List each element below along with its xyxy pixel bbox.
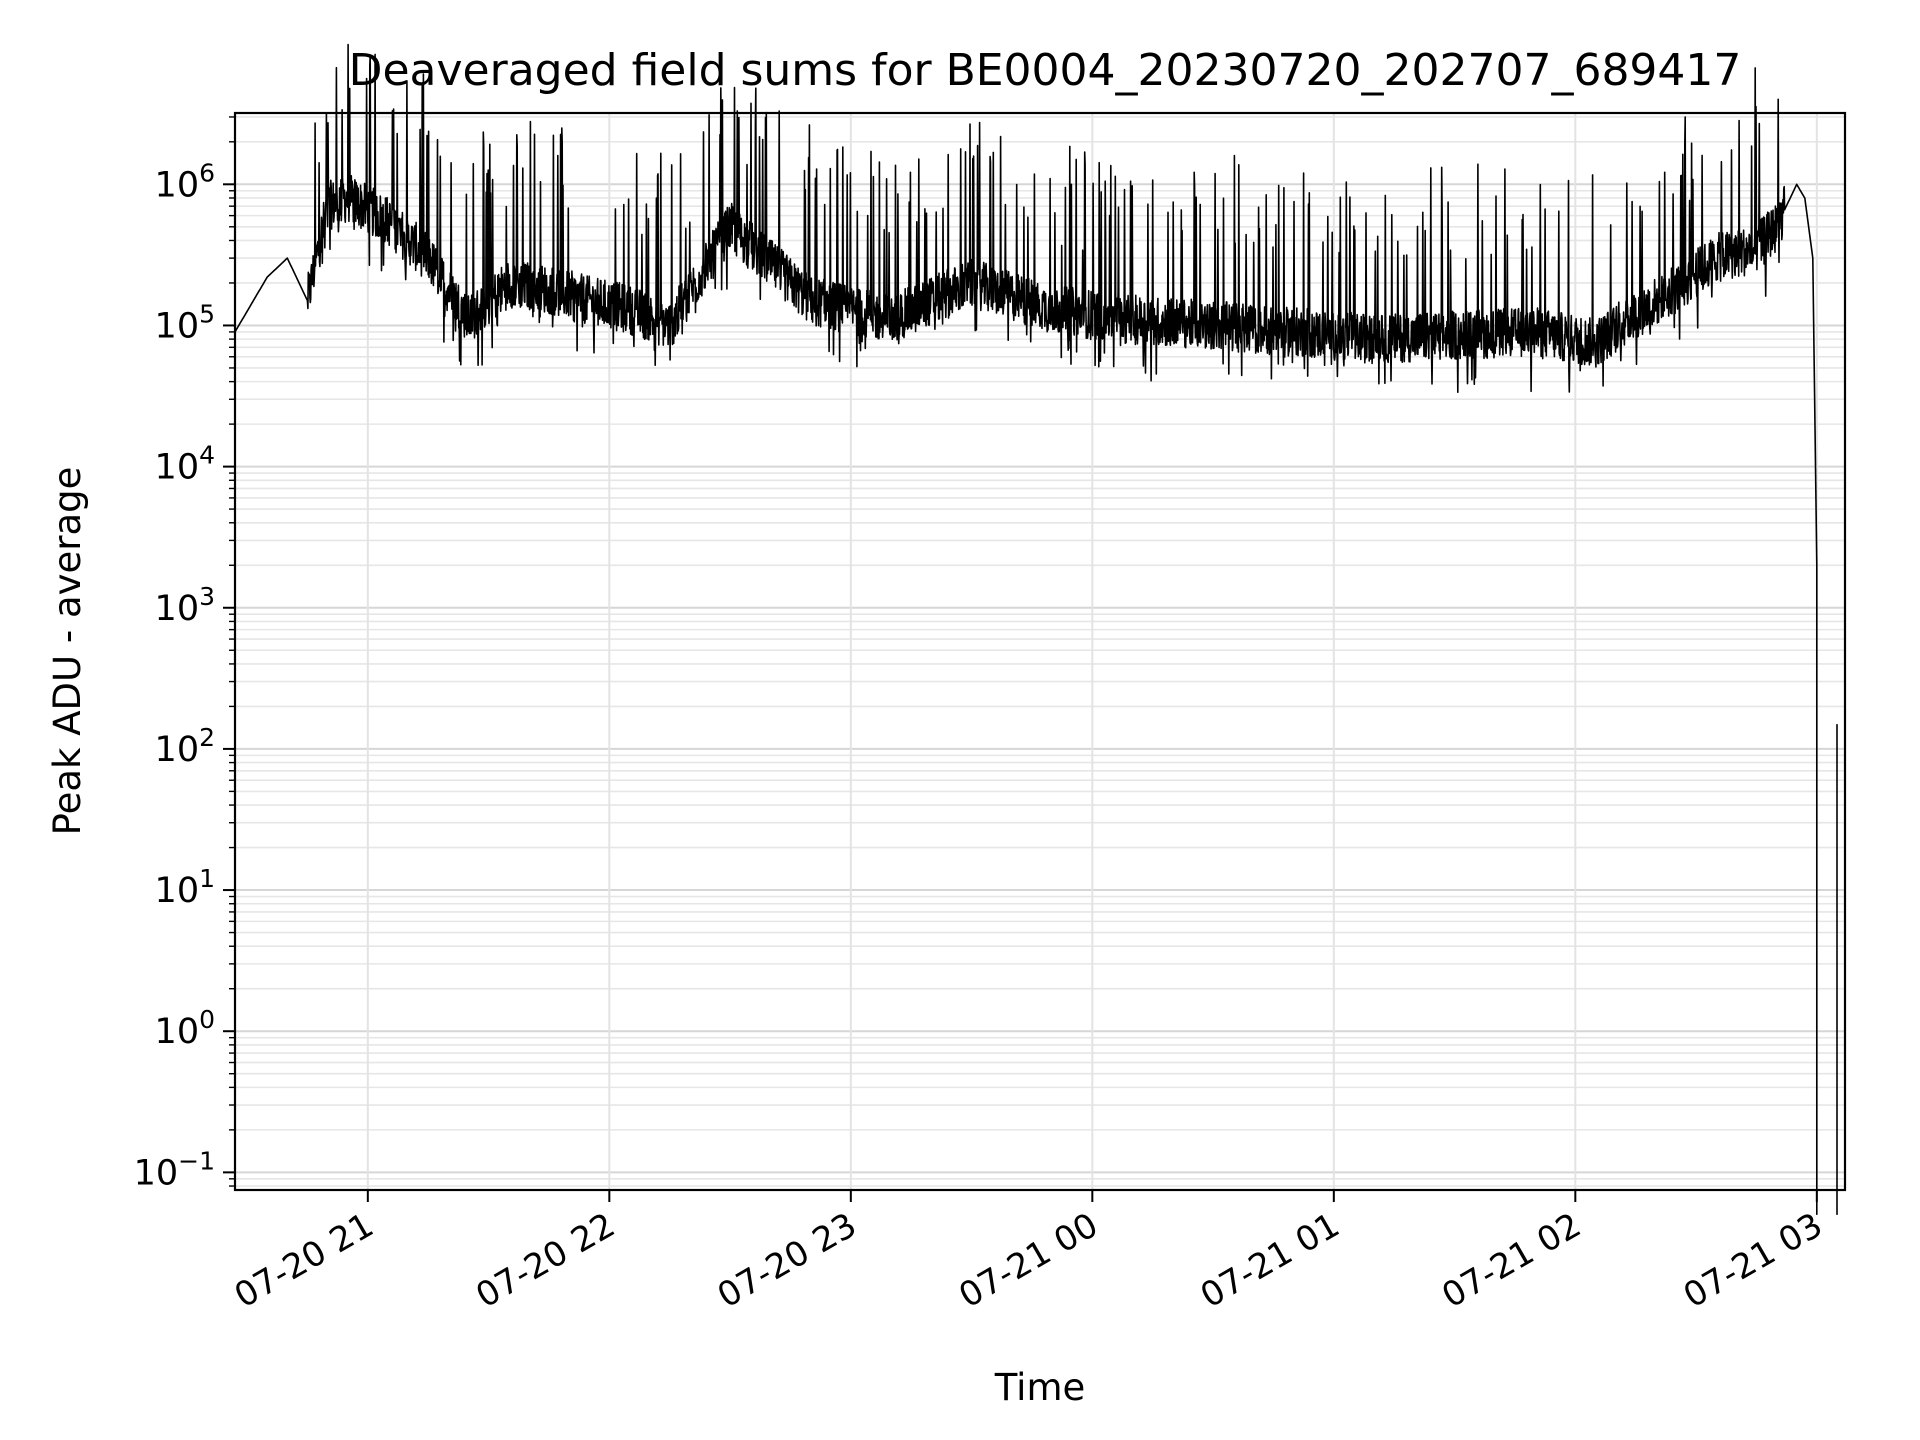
y-tick-label: 102 [155, 723, 215, 770]
y-tick-exponent: 2 [199, 723, 215, 752]
y-tick-base: 10 [155, 306, 200, 346]
y-tick-exponent: 6 [199, 158, 215, 187]
y-tick-exponent: 0 [199, 1005, 215, 1034]
y-tick-exponent: 3 [199, 582, 215, 611]
y-tick-base: 10 [155, 1012, 200, 1052]
y-tick-base: 10 [155, 871, 200, 911]
y-tick-base: 10 [155, 589, 200, 629]
y-tick-base: 10 [134, 1153, 179, 1193]
y-tick-label: 105 [155, 299, 215, 346]
y-tick-label: 106 [155, 158, 215, 205]
y-tick-exponent: 4 [199, 441, 215, 470]
y-axis-label: Peak ADU - average [46, 467, 89, 836]
y-tick-label: 104 [155, 441, 215, 488]
y-tick-label: 103 [155, 582, 215, 629]
y-tick-exponent: 5 [199, 299, 215, 328]
series [234, 43, 1838, 1215]
y-tick-base: 10 [155, 165, 200, 205]
y-tick-base: 10 [155, 448, 200, 488]
y-tick-exponent: −1 [178, 1146, 215, 1175]
y-tick-label: 101 [155, 864, 215, 911]
plot-frame [233, 111, 1847, 1192]
series-line [234, 43, 1818, 1215]
x-axis-label: Time [994, 1366, 1086, 1409]
y-tick-label: 10−1 [134, 1146, 215, 1193]
y-tick-exponent: 1 [199, 864, 215, 893]
y-tick-label: 100 [155, 1005, 215, 1052]
y-tick-base: 10 [155, 730, 200, 770]
chart-title: Deaveraged field sums for BE0004_2023072… [349, 45, 1742, 96]
